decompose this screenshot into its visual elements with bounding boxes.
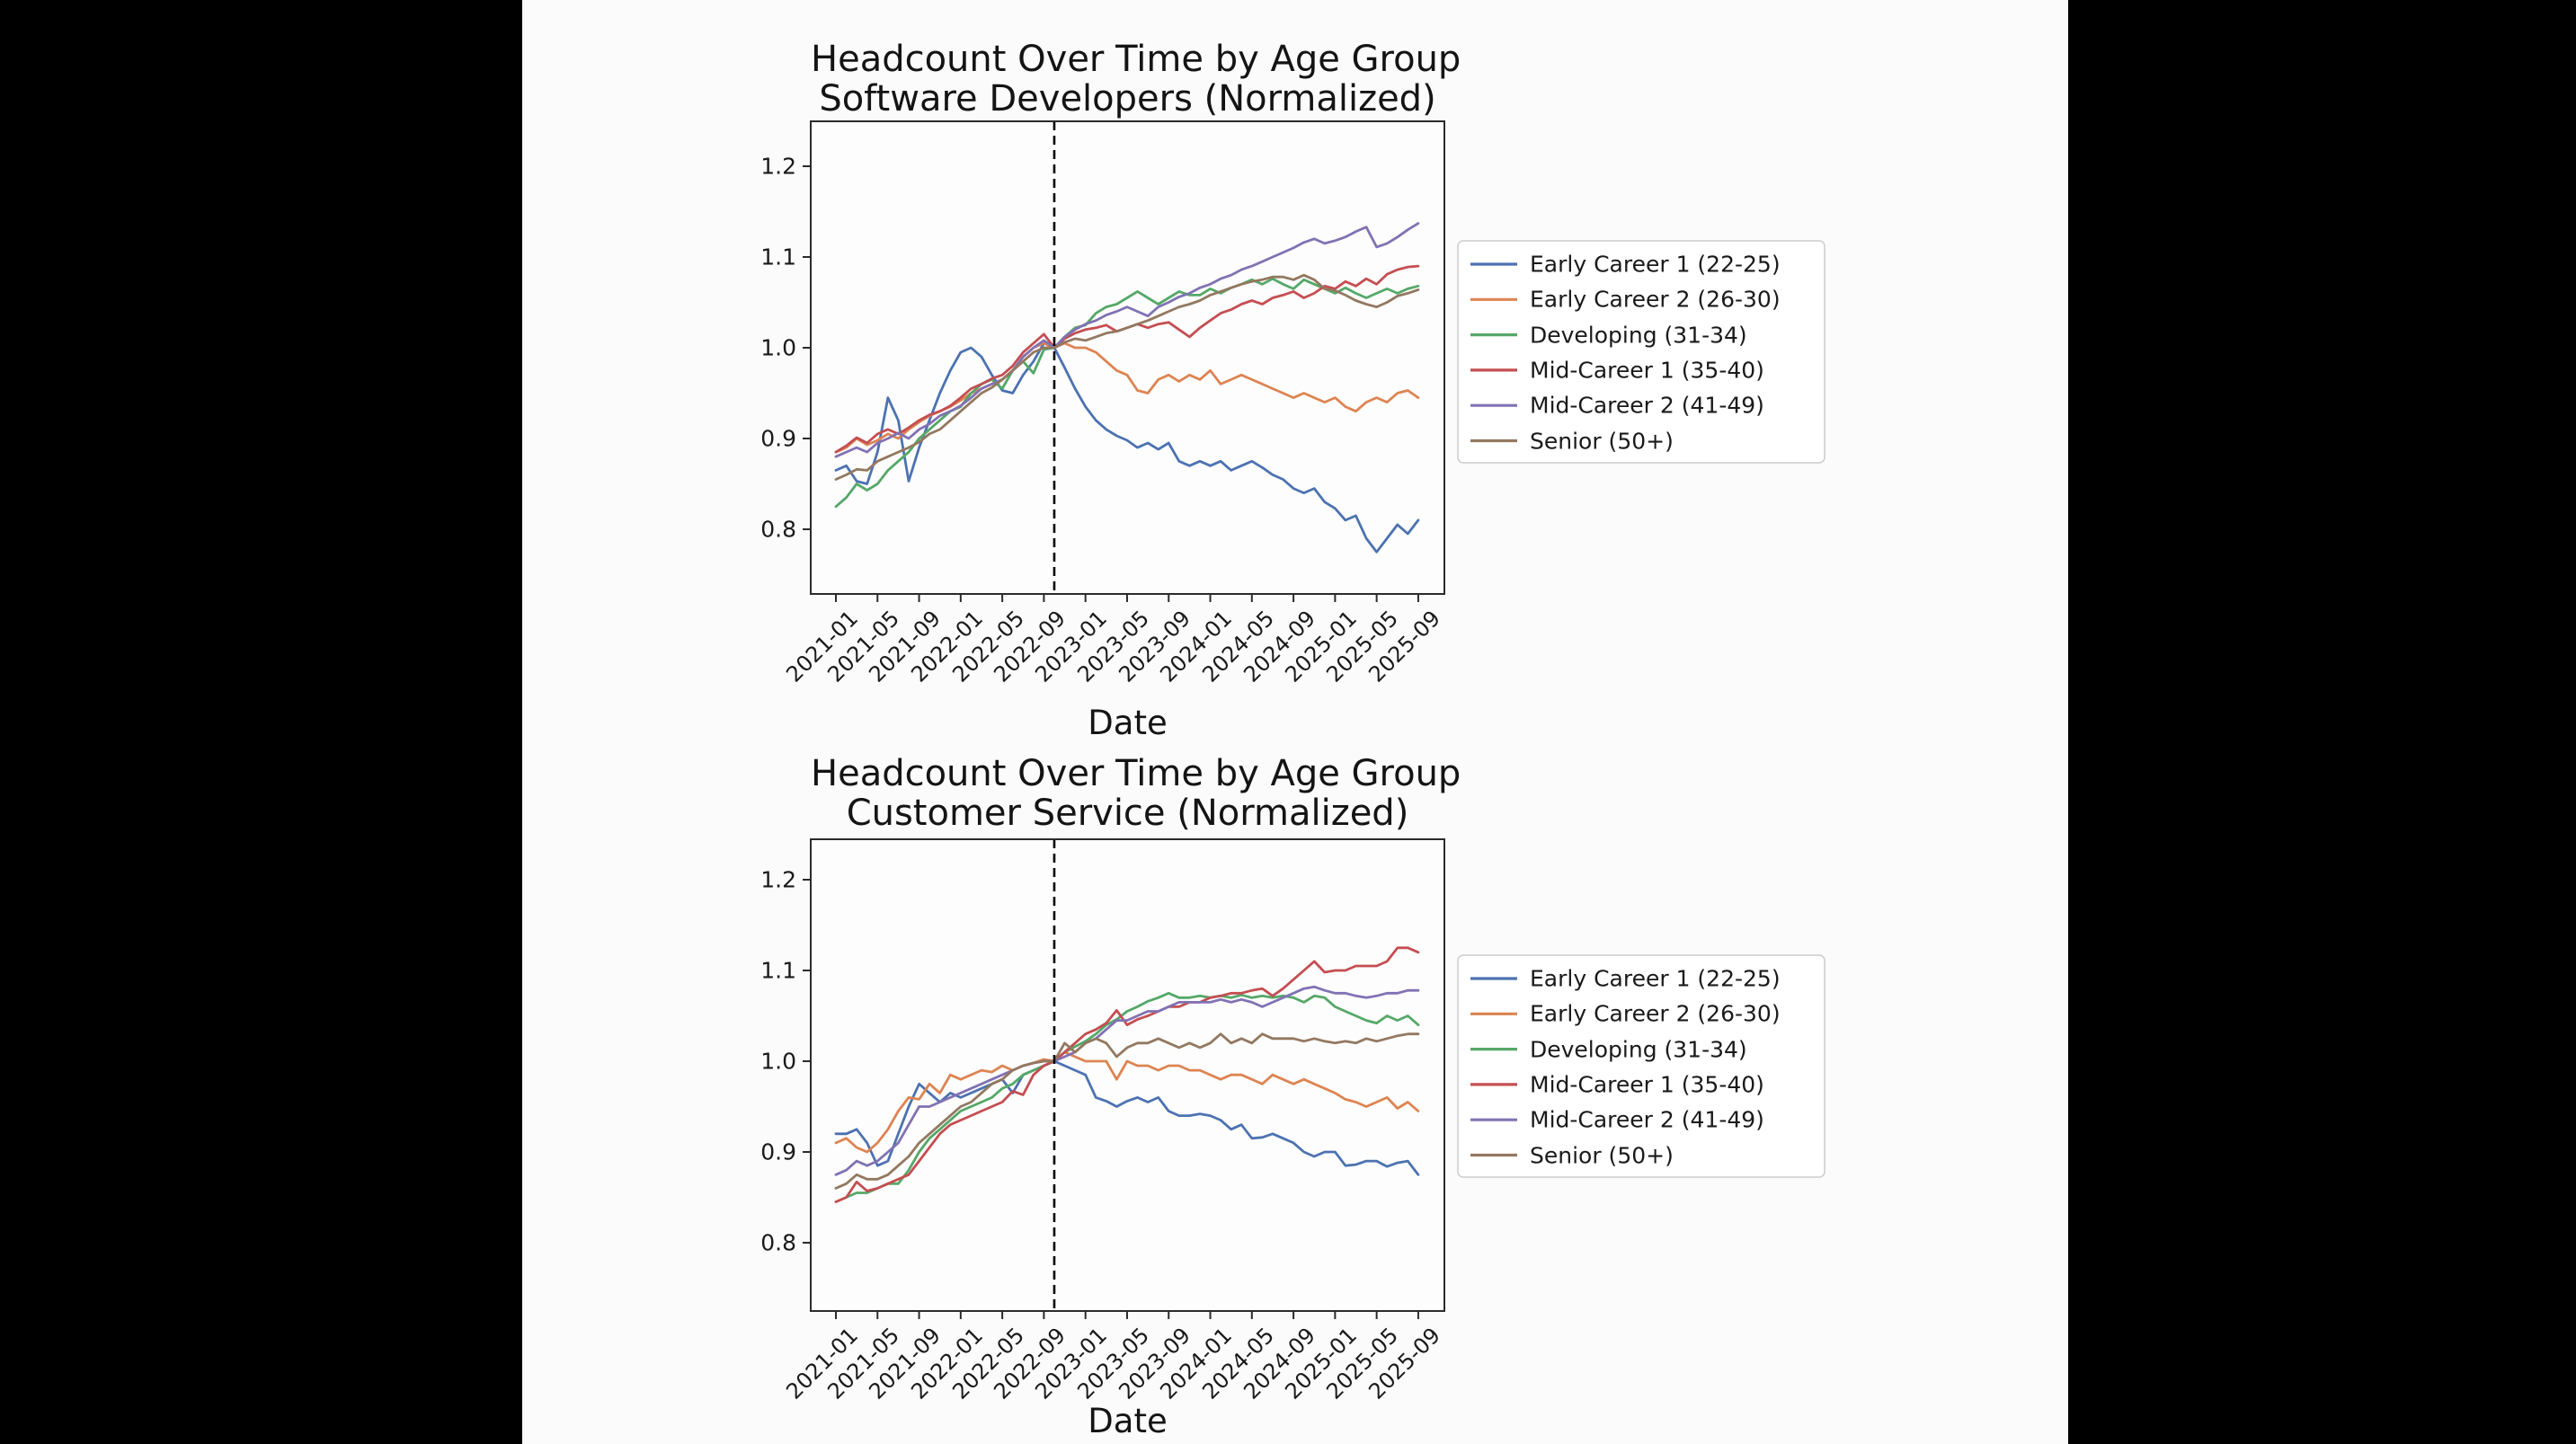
chart1-legend-label-developing-31-34: Developing (31-34): [1530, 322, 1747, 349]
chart1-y-tick-label: 1.2: [760, 153, 796, 180]
chart2-subtitle: Customer Service (Normalized): [846, 793, 1409, 834]
chart1-legend-label-early-career-1-22-25: Early Career 1 (22-25): [1530, 251, 1781, 278]
chart1-y-tick-label: 1.0: [760, 334, 796, 361]
chart1-plot-area: [811, 121, 1444, 594]
chart1-legend-label-senior-50: Senior (50+): [1530, 428, 1674, 454]
chart1-legend-label-mid-career-1-35-40: Mid-Career 1 (35-40): [1530, 357, 1764, 384]
chart2-legend-label-developing-31-34: Developing (31-34): [1530, 1036, 1747, 1063]
chart2-legend-label-mid-career-1-35-40: Mid-Career 1 (35-40): [1530, 1071, 1764, 1098]
chart2-title: Headcount Over Time by Age Group: [811, 753, 1461, 794]
chart2-y-tick-label: 0.9: [760, 1138, 796, 1165]
chart2-legend-label-early-career-1-22-25: Early Career 1 (22-25): [1530, 965, 1781, 992]
chart1-y-tick-label: 1.1: [760, 244, 796, 270]
chart1-subtitle: Software Developers (Normalized): [819, 78, 1436, 120]
chart1-y-tick-label: 0.9: [760, 425, 796, 452]
chart2-plot-area: [811, 839, 1444, 1311]
chart2-line-mid-career-2-41-49: [834, 985, 1420, 1176]
chart2-line-early-career-1-22-25: [834, 1059, 1420, 1176]
chart2-legend-box: [1457, 954, 1825, 1178]
chart2-line-mid-career-1-35-40: [834, 946, 1420, 1203]
chart1-line-mid-career-2-41-49: [834, 222, 1420, 458]
chart2-xaxis-label: Date: [1088, 1402, 1168, 1440]
chart2-y-tick-label: 1.0: [760, 1048, 796, 1075]
chart2-line-developing-31-34: [834, 991, 1420, 1203]
chart2-legend-label-early-career-2-26-30: Early Career 2 (26-30): [1530, 1000, 1781, 1027]
chart2-legend-label-senior-50: Senior (50+): [1530, 1142, 1674, 1168]
chart1-xaxis-label: Date: [1088, 704, 1168, 742]
chart2-y-tick-label: 1.1: [760, 957, 796, 984]
chart2-legend-label-mid-career-2-41-49: Mid-Career 2 (41-49): [1530, 1106, 1764, 1133]
chart1-legend-label-mid-career-2-41-49: Mid-Career 2 (41-49): [1530, 392, 1764, 419]
chart1-legend-box: [1457, 240, 1825, 464]
chart2-y-tick-label: 1.2: [760, 866, 796, 893]
chart1-y-tick-label: 0.8: [760, 516, 796, 543]
chart2-line-early-career-2-26-30: [834, 1050, 1420, 1154]
chart1-title: Headcount Over Time by Age Group: [811, 39, 1461, 80]
chart1-line-senior-50: [834, 273, 1420, 481]
chart1-line-early-career-1-22-25: [834, 341, 1420, 554]
chart2-y-tick-label: 0.8: [760, 1229, 796, 1256]
chart2-line-senior-50: [834, 1032, 1420, 1190]
chart1-legend-label-early-career-2-26-30: Early Career 2 (26-30): [1530, 286, 1781, 313]
